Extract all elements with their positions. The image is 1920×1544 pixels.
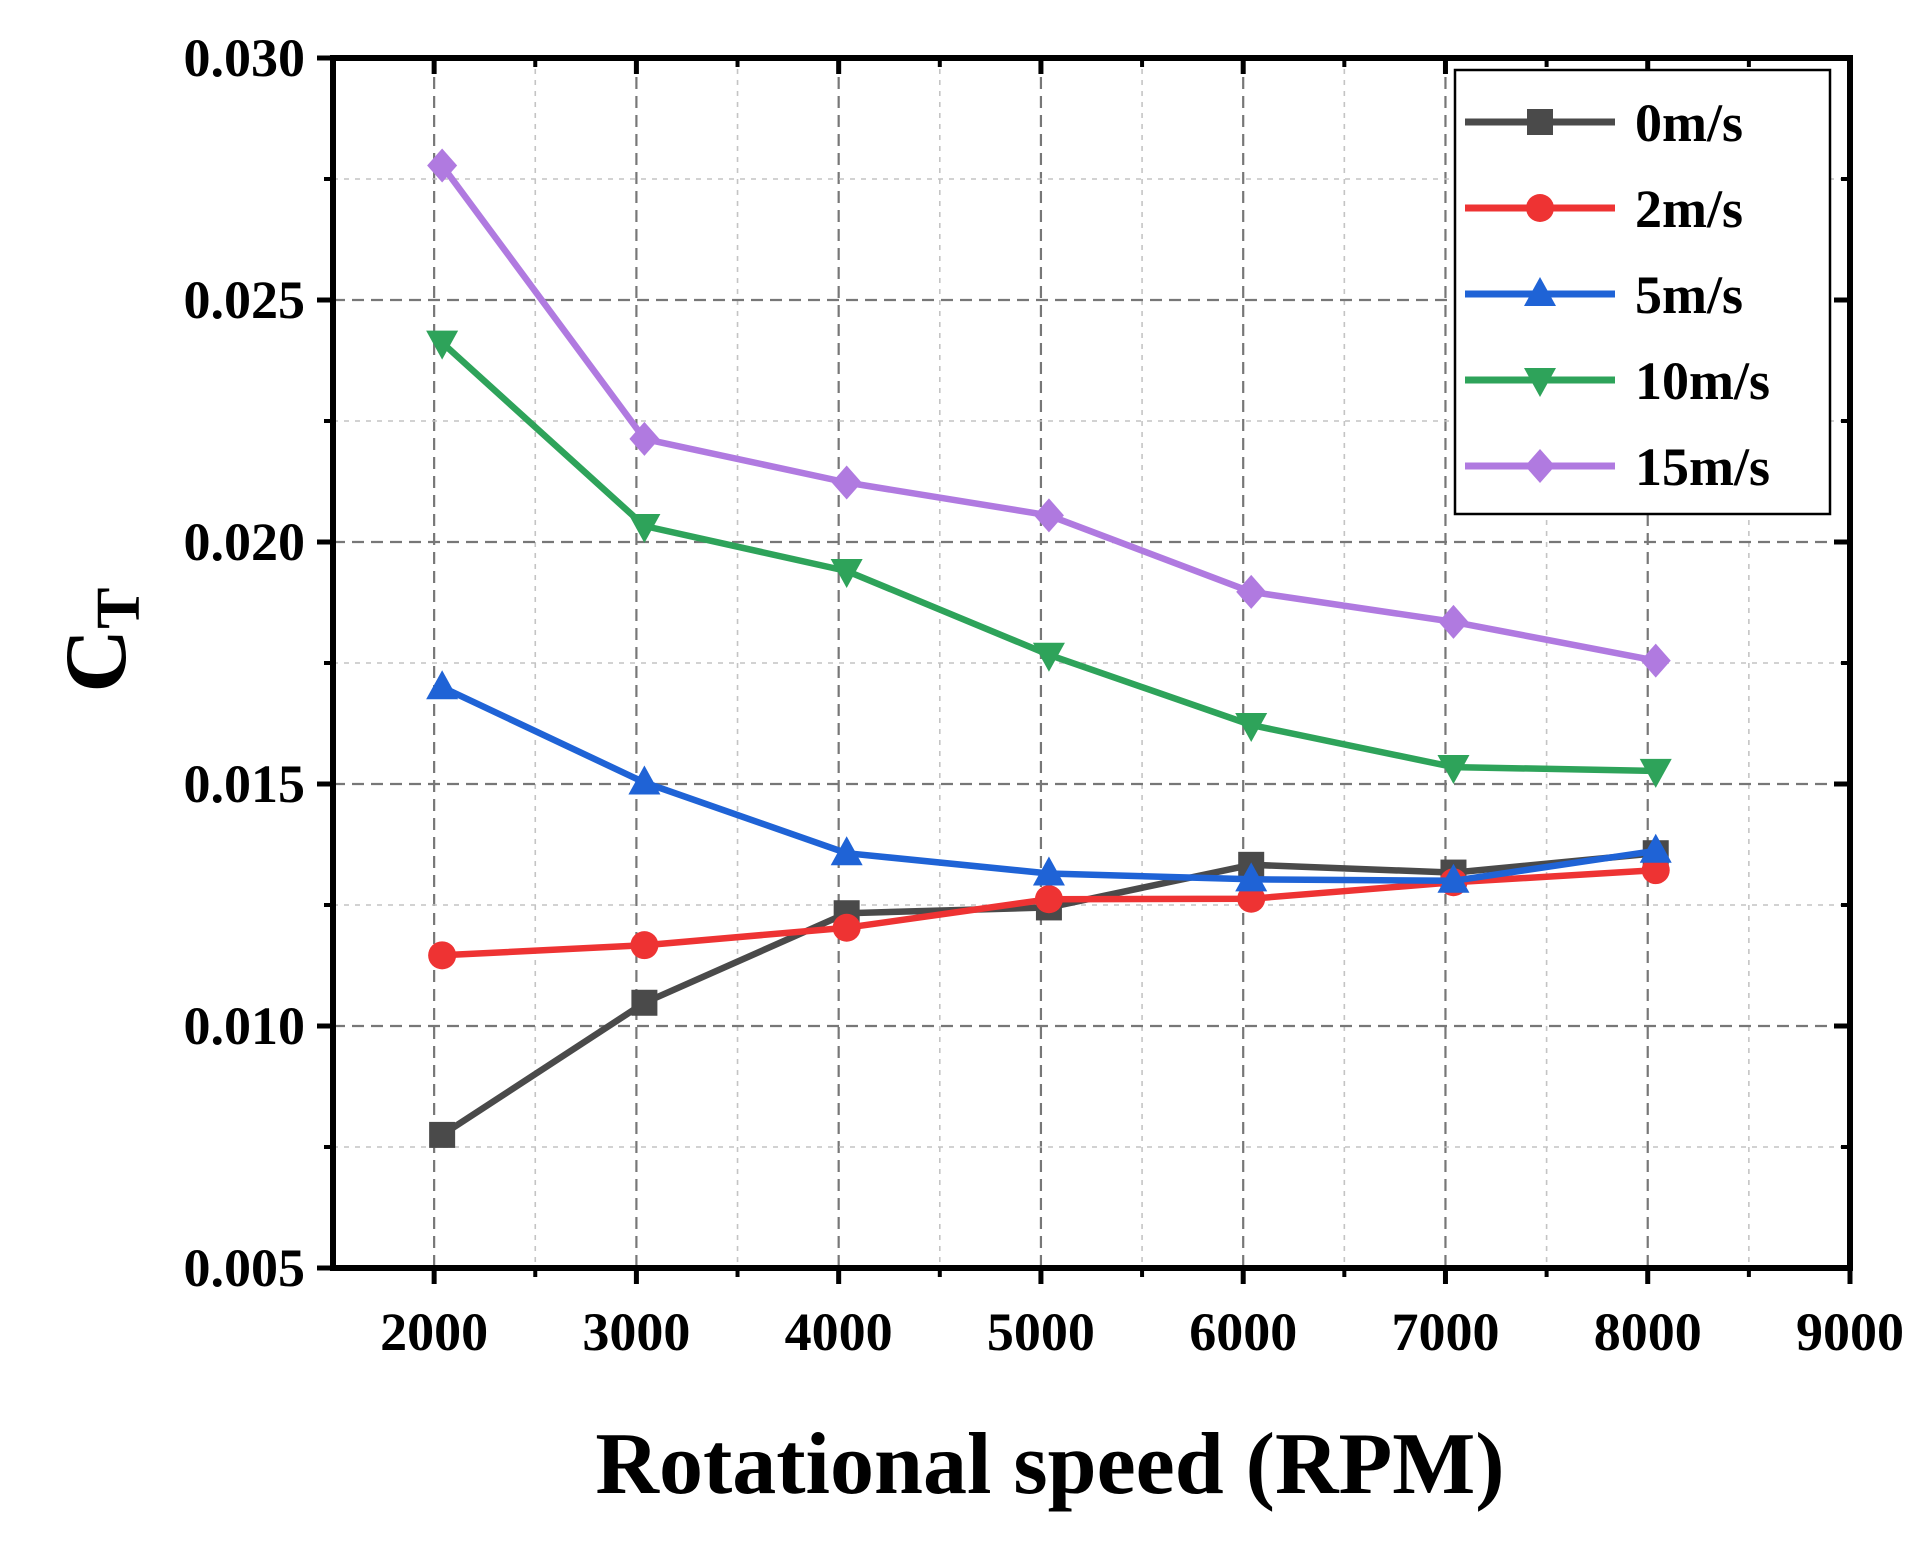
series-15m/s	[427, 148, 1671, 678]
x-tick-label: 4000	[785, 1302, 893, 1362]
data-point	[1237, 884, 1266, 913]
x-tick-label: 5000	[987, 1302, 1095, 1362]
data-point	[1235, 712, 1268, 742]
data-point	[831, 465, 862, 500]
data-point	[1236, 574, 1267, 609]
data-point	[1437, 863, 1470, 893]
data-point	[1639, 758, 1672, 788]
x-tick-label: 3000	[582, 1302, 690, 1362]
y-tick-label: 0.010	[184, 996, 306, 1056]
data-point	[1032, 856, 1065, 886]
data-point	[1641, 856, 1670, 885]
data-point	[429, 1121, 456, 1148]
data-point	[427, 148, 458, 183]
series-10m/s	[426, 330, 1672, 788]
x-tick-label: 6000	[1189, 1302, 1297, 1362]
data-point	[1437, 755, 1470, 785]
legend-label: 0m/s	[1635, 93, 1743, 153]
data-point	[426, 330, 459, 360]
data-point	[830, 559, 863, 589]
data-point	[1640, 643, 1671, 678]
y-tick-label: 0.025	[184, 270, 306, 330]
data-point	[631, 989, 658, 1016]
data-point	[1034, 885, 1063, 914]
legend-label: 10m/s	[1635, 351, 1770, 411]
data-point	[1032, 642, 1065, 672]
x-tick-label: 8000	[1594, 1302, 1702, 1362]
legend-swatch-marker	[1524, 277, 1556, 306]
legend-swatch-marker	[1527, 109, 1553, 135]
data-point	[628, 514, 661, 544]
legend-swatch-marker	[1526, 194, 1554, 222]
data-point	[832, 913, 861, 942]
y-axis-title: CT	[48, 588, 153, 693]
data-point	[830, 836, 863, 866]
y-axis-title-sub: T	[85, 588, 153, 629]
legend-item: 2m/s	[1465, 179, 1743, 239]
legend-item: 15m/s	[1465, 437, 1770, 497]
y-tick-label: 0.005	[184, 1238, 306, 1298]
x-tick-label: 7000	[1391, 1302, 1499, 1362]
y-tick-label: 0.030	[184, 28, 306, 88]
legend-label: 5m/s	[1635, 265, 1743, 325]
data-point	[428, 941, 457, 970]
y-tick-label: 0.015	[184, 754, 306, 814]
legend-label: 2m/s	[1635, 179, 1743, 239]
data-point	[1639, 833, 1672, 863]
series-layer	[426, 148, 1672, 1148]
data-point	[629, 421, 660, 456]
data-point	[1235, 862, 1268, 892]
data-point	[628, 765, 661, 795]
legend-swatch-marker	[1524, 368, 1556, 397]
legend: 0m/s 2m/s 5m/s 10m/s 15m/s	[1453, 68, 1832, 516]
legend-item: 0m/s	[1465, 93, 1743, 153]
x-tick-label: 9000	[1796, 1302, 1904, 1362]
data-point	[426, 670, 459, 700]
legend-item: 5m/s	[1465, 265, 1743, 325]
legend-swatch-marker	[1525, 449, 1555, 483]
x-axis-title: Rotational speed (RPM)	[595, 1416, 1504, 1513]
x-tick-label: 2000	[380, 1302, 488, 1362]
legend-item: 10m/s	[1465, 351, 1770, 411]
y-tick-label: 0.020	[184, 512, 306, 572]
data-point	[1033, 498, 1064, 533]
data-point	[630, 931, 659, 960]
legend-label: 15m/s	[1635, 437, 1770, 497]
data-point	[1438, 604, 1469, 639]
y-axis-title-main: C	[48, 629, 145, 693]
series-5m/s	[426, 670, 1672, 893]
axes-layer: 2000 3000 4000 5000 6000 7000 8000 9000 0.005 0.0…	[184, 28, 1905, 1362]
